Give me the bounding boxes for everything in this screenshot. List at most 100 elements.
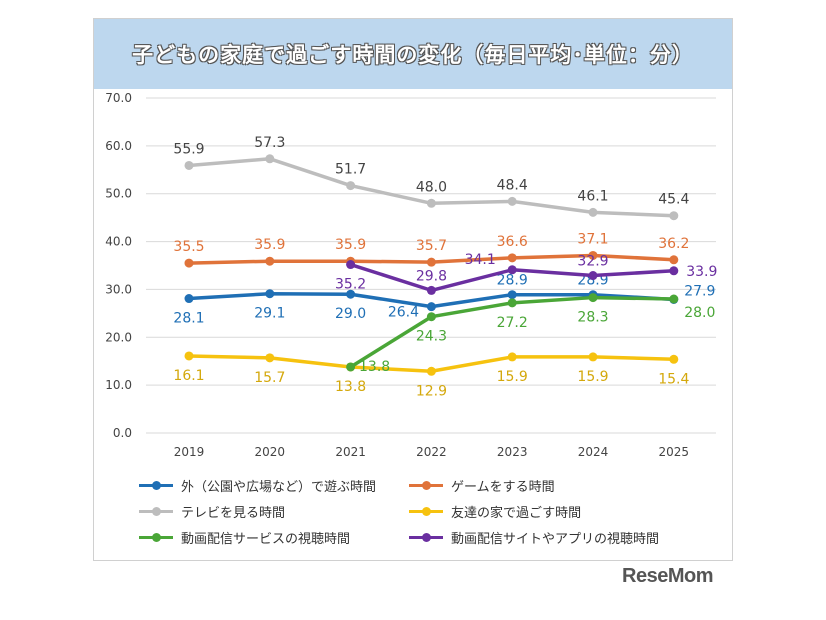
x-tick-label: 2021 <box>335 445 366 459</box>
legend-item: 外（公園や広場など）で遊ぶ時間 <box>139 476 376 495</box>
x-tick-label: 2023 <box>497 445 528 459</box>
data-point <box>426 366 436 376</box>
data-point <box>265 154 275 164</box>
data-label: 12.9 <box>416 383 447 399</box>
data-point <box>669 266 679 276</box>
x-tick-label: 2024 <box>578 445 609 459</box>
data-label: 26.4 <box>388 305 419 321</box>
data-point <box>507 298 517 308</box>
data-label: 36.2 <box>658 236 689 252</box>
data-point <box>265 289 275 299</box>
legend-item: ゲームをする時間 <box>409 476 555 495</box>
data-point <box>507 265 517 275</box>
data-label: 27.9 <box>684 283 715 299</box>
data-label: 28.0 <box>684 305 715 321</box>
data-label: 29.8 <box>416 268 447 284</box>
y-tick-label: 30.0 <box>105 282 132 296</box>
data-point <box>265 256 275 266</box>
data-point <box>426 198 436 208</box>
data-label: 35.9 <box>335 237 366 253</box>
data-label: 37.1 <box>577 231 608 247</box>
data-label: 28.1 <box>173 311 204 327</box>
legend-label: 動画配信サービスの視聴時間 <box>181 532 351 547</box>
data-point <box>184 294 194 304</box>
legend-swatch <box>139 507 173 516</box>
data-point <box>265 353 275 363</box>
legend-label: 友達の家で過ごす時間 <box>451 506 582 521</box>
data-label: 15.9 <box>497 369 528 385</box>
data-label: 48.4 <box>497 177 528 193</box>
y-tick-label: 20.0 <box>105 330 132 344</box>
data-point <box>507 253 517 263</box>
legend-swatch <box>409 481 443 490</box>
data-label: 51.7 <box>335 162 366 178</box>
data-label: 35.2 <box>335 277 366 293</box>
data-label: 28.3 <box>577 310 608 326</box>
data-point <box>426 302 436 312</box>
data-label: 34.1 <box>465 252 496 268</box>
y-tick-label: 0.0 <box>113 426 132 440</box>
data-label: 16.1 <box>173 368 204 384</box>
data-point <box>669 255 679 265</box>
data-label: 35.7 <box>416 238 447 254</box>
data-point <box>588 352 598 362</box>
data-point <box>507 196 517 206</box>
y-tick-label: 40.0 <box>105 235 132 249</box>
legend-label: ゲームをする時間 <box>451 480 555 495</box>
chart-title: 子どもの家庭で過ごす時間の変化（毎日平均･単位：分） <box>132 43 694 67</box>
legend-swatch <box>139 481 173 490</box>
legend-label: テレビを見る時間 <box>181 506 286 521</box>
legend-item: 友達の家で過ごす時間 <box>409 502 581 521</box>
data-point <box>507 352 517 362</box>
y-tick-label: 70.0 <box>105 91 132 105</box>
data-label: 48.0 <box>416 179 447 195</box>
data-point <box>669 211 679 221</box>
chart-frame: 子どもの家庭で過ごす時間の変化（毎日平均･単位：分） 0.0 10.0 20.0 30… <box>93 18 733 561</box>
data-point <box>184 160 194 170</box>
data-point <box>588 293 598 303</box>
data-label: 24.3 <box>416 329 447 345</box>
data-label: 13.8 <box>335 379 366 395</box>
data-label: 46.1 <box>577 188 608 204</box>
data-point <box>346 289 356 299</box>
data-label: 28.9 <box>497 273 528 289</box>
x-tick-label: 2019 <box>174 445 205 459</box>
data-point <box>507 290 517 300</box>
x-tick-label: 2020 <box>255 445 286 459</box>
legend-item: テレビを見る時間 <box>139 502 285 521</box>
legend-item: 動画配信サイトやアプリの視聴時間 <box>409 528 659 547</box>
data-point <box>426 285 436 295</box>
legend-label: 動画配信サイトやアプリの視聴時間 <box>451 532 660 547</box>
legend-swatch <box>409 507 443 516</box>
data-point <box>346 260 356 270</box>
data-point <box>588 207 598 217</box>
data-point <box>588 271 598 281</box>
y-tick-label: 50.0 <box>105 187 132 201</box>
data-point <box>426 257 436 267</box>
y-tick-label: 60.0 <box>105 139 132 153</box>
data-label: 33.9 <box>686 264 717 280</box>
data-point <box>588 250 598 260</box>
data-point <box>346 181 356 191</box>
data-point <box>426 312 436 322</box>
line-chart: 0.0 10.0 20.0 30.0 40.0 50.0 60.0 70.0 2019 2020 2… <box>105 91 717 459</box>
resemom-logo: ReseMom <box>622 565 713 587</box>
data-label: 35.9 <box>254 237 285 253</box>
data-label: 35.5 <box>173 239 204 255</box>
data-label: 29.1 <box>254 306 285 322</box>
x-tick-label: 2022 <box>416 445 447 459</box>
legend-item: 動画配信サービスの視聴時間 <box>139 528 350 547</box>
data-point <box>669 354 679 364</box>
data-label: 45.4 <box>658 192 689 208</box>
legend-swatch <box>139 533 173 542</box>
data-point <box>184 258 194 268</box>
data-label: 15.7 <box>254 370 285 386</box>
data-point <box>346 362 356 372</box>
legend-swatch <box>409 533 443 542</box>
data-label: 13.8 <box>359 359 390 375</box>
data-point <box>669 294 679 304</box>
data-label: 27.2 <box>497 315 528 331</box>
data-label: 32.9 <box>577 254 608 270</box>
x-tick-label: 2025 <box>659 445 690 459</box>
y-tick-label: 10.0 <box>105 378 132 392</box>
